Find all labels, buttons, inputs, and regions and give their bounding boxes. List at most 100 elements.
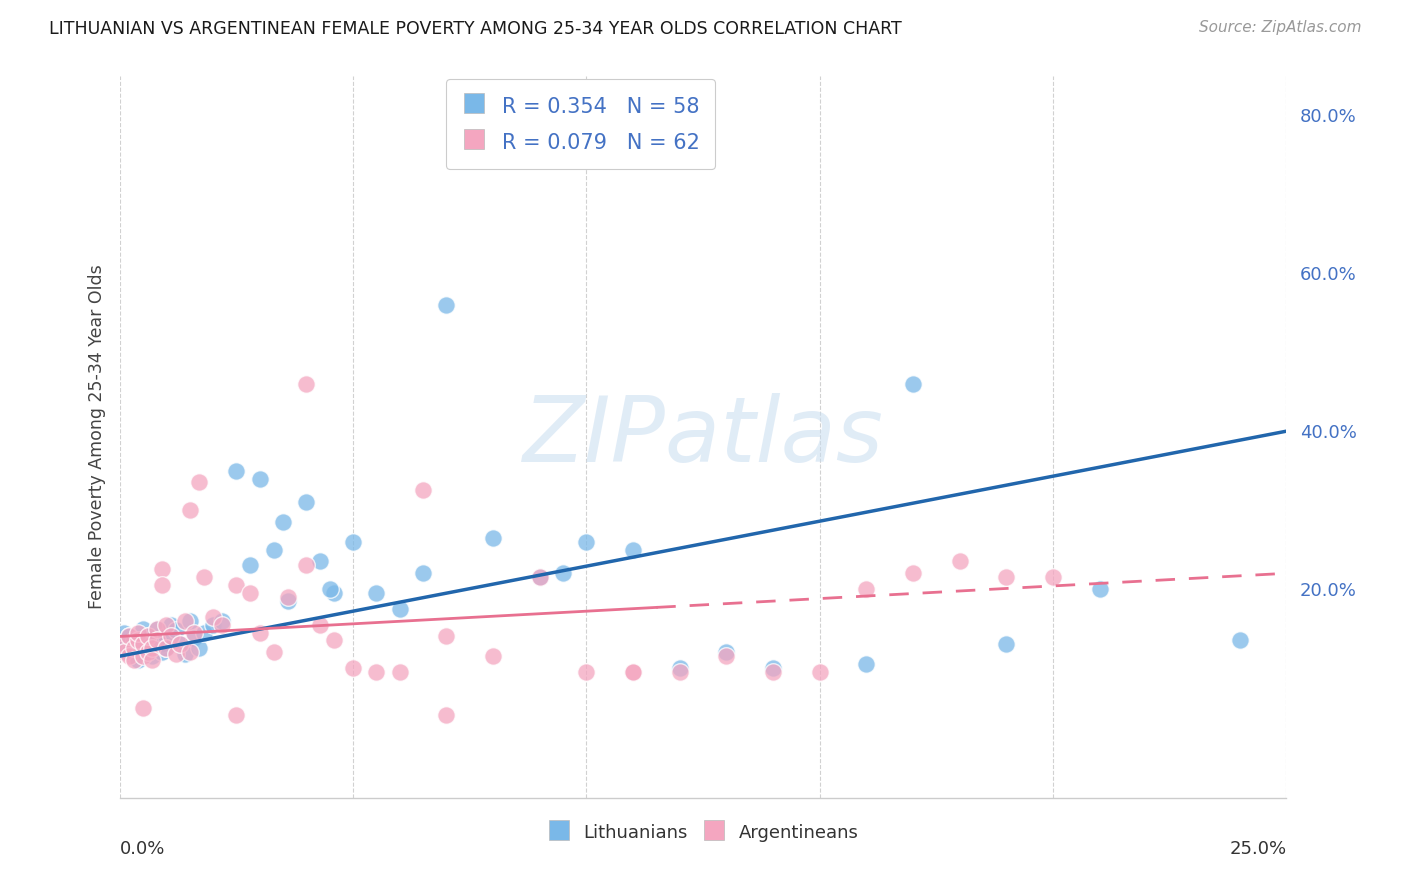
Point — [155, 617, 177, 632]
Point — [239, 586, 262, 600]
Point — [132, 637, 155, 651]
Point — [118, 630, 141, 644]
Point — [132, 637, 155, 651]
Point — [127, 653, 149, 667]
Point — [211, 614, 233, 628]
Point — [762, 661, 785, 675]
Point — [112, 625, 135, 640]
Point — [263, 645, 285, 659]
Point — [122, 653, 145, 667]
Point — [529, 570, 551, 584]
Y-axis label: Female Poverty Among 25-34 Year Olds: Female Poverty Among 25-34 Year Olds — [87, 265, 105, 609]
Point — [482, 531, 505, 545]
Point — [263, 542, 285, 557]
Point — [995, 637, 1018, 651]
Point — [271, 515, 294, 529]
Point — [621, 542, 644, 557]
Point — [132, 649, 155, 664]
Point — [136, 630, 159, 644]
Point — [136, 630, 159, 644]
Point — [551, 566, 574, 581]
Point — [1042, 570, 1064, 584]
Point — [187, 641, 209, 656]
Point — [295, 376, 318, 391]
Point — [434, 708, 457, 723]
Point — [855, 657, 877, 672]
Point — [295, 495, 318, 509]
Text: LITHUANIAN VS ARGENTINEAN FEMALE POVERTY AMONG 25-34 YEAR OLDS CORRELATION CHART: LITHUANIAN VS ARGENTINEAN FEMALE POVERTY… — [49, 20, 903, 37]
Point — [150, 562, 173, 576]
Point — [179, 503, 201, 517]
Point — [173, 647, 195, 661]
Text: Source: ZipAtlas.com: Source: ZipAtlas.com — [1198, 20, 1361, 35]
Point — [1088, 582, 1111, 596]
Point — [146, 633, 169, 648]
Legend: Lithuanians, Argentineans: Lithuanians, Argentineans — [540, 814, 866, 851]
Point — [855, 582, 877, 596]
Point — [323, 586, 346, 600]
Point — [193, 625, 215, 640]
Point — [309, 554, 332, 568]
Point — [277, 590, 299, 604]
Point — [155, 641, 177, 656]
Point — [165, 623, 187, 637]
Point — [211, 617, 233, 632]
Point — [155, 630, 177, 644]
Point — [141, 641, 163, 656]
Point — [193, 570, 215, 584]
Point — [668, 661, 690, 675]
Point — [716, 645, 738, 659]
Point — [118, 649, 141, 664]
Point — [342, 534, 364, 549]
Point — [118, 630, 141, 644]
Point — [179, 645, 201, 659]
Point — [160, 617, 183, 632]
Point — [225, 708, 247, 723]
Point — [136, 645, 159, 659]
Point — [366, 665, 388, 679]
Point — [146, 622, 169, 636]
Point — [277, 594, 299, 608]
Point — [150, 578, 173, 592]
Point — [122, 649, 145, 664]
Point — [575, 534, 598, 549]
Point — [183, 625, 205, 640]
Point — [949, 554, 972, 568]
Point — [118, 645, 141, 659]
Point — [323, 633, 346, 648]
Point — [318, 582, 340, 596]
Point — [169, 637, 191, 651]
Point — [239, 558, 262, 573]
Point — [388, 602, 411, 616]
Point — [132, 700, 155, 714]
Point — [295, 558, 318, 573]
Point — [132, 622, 155, 636]
Point — [127, 633, 149, 648]
Point — [621, 665, 644, 679]
Point — [112, 637, 135, 651]
Point — [150, 637, 173, 651]
Point — [482, 649, 505, 664]
Point — [136, 645, 159, 659]
Point — [342, 661, 364, 675]
Point — [155, 641, 177, 656]
Point — [621, 665, 644, 679]
Point — [150, 645, 173, 659]
Text: 0.0%: 0.0% — [120, 840, 165, 858]
Point — [173, 614, 195, 628]
Point — [169, 637, 191, 651]
Point — [225, 578, 247, 592]
Point — [146, 622, 169, 636]
Point — [112, 637, 135, 651]
Point — [434, 298, 457, 312]
Point — [529, 570, 551, 584]
Point — [366, 586, 388, 600]
Point — [127, 641, 149, 656]
Point — [309, 617, 332, 632]
Point — [762, 665, 785, 679]
Point — [122, 633, 145, 648]
Point — [165, 647, 187, 661]
Point — [201, 617, 224, 632]
Text: ZIPatlas: ZIPatlas — [523, 393, 883, 481]
Point — [112, 645, 135, 659]
